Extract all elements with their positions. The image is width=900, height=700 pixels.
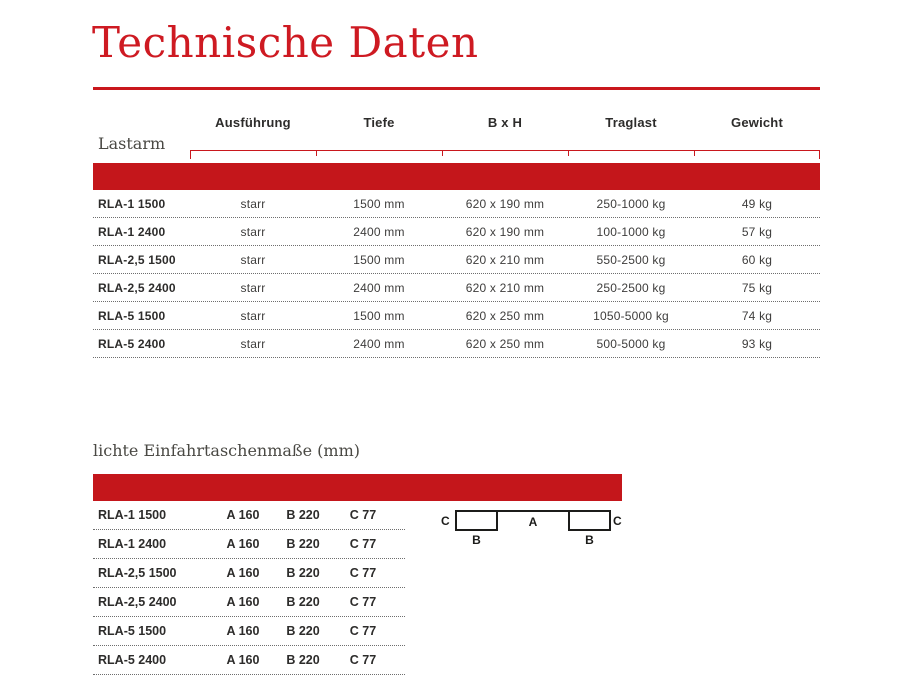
diagram-top-line [498, 510, 568, 512]
table2-red-band [93, 474, 622, 501]
cell-gewicht: 74 kg [741, 308, 773, 323]
table-row: RLA-2,5 2400 A 160 B 220 C 77 [93, 588, 405, 617]
column-header-ausfuehrung: Ausführung [215, 115, 291, 130]
cell-bxh: 620 x 190 mm [465, 224, 545, 239]
title-underline [93, 87, 820, 90]
cell-bxh: 620 x 210 mm [465, 280, 545, 295]
cell-ausfuehrung: starr [240, 280, 266, 295]
cell-traglast: 250-2500 kg [596, 280, 666, 295]
pocket-dimension-diagram: C A C B B [441, 507, 627, 551]
cell-b: B 220 [286, 653, 320, 667]
cell-ausfuehrung: starr [240, 196, 266, 211]
cell-traglast: 1050-5000 kg [593, 308, 669, 323]
cell-traglast: 500-5000 kg [596, 336, 666, 351]
table1-red-band [93, 163, 820, 190]
cell-bxh: 620 x 250 mm [465, 336, 545, 351]
cell-b: B 220 [286, 595, 320, 609]
cell-c: C 77 [349, 508, 377, 522]
column-header-traglast: Traglast [605, 115, 657, 130]
row-name: RLA-5 1500 [98, 624, 167, 638]
cell-tiefe: 2400 mm [353, 336, 405, 351]
cell-tiefe: 2400 mm [353, 224, 405, 239]
cell-ausfuehrung: starr [240, 308, 266, 323]
row-name: RLA-1 1500 [98, 508, 167, 522]
cell-b: B 220 [286, 624, 320, 638]
cell-bxh: 620 x 190 mm [465, 196, 545, 211]
column-header-tiefe: Tiefe [363, 115, 395, 130]
cell-b: B 220 [286, 508, 320, 522]
cell-ausfuehrung: starr [240, 336, 266, 351]
cell-tiefe: 2400 mm [353, 280, 405, 295]
diagram-label-b-right: B [585, 533, 594, 547]
cell-b: B 220 [286, 537, 320, 551]
cell-gewicht: 60 kg [741, 252, 773, 267]
row-name: RLA-5 2400 [98, 336, 166, 351]
cell-gewicht: 75 kg [741, 280, 773, 295]
row-header-lastarm: Lastarm [98, 134, 166, 153]
cell-bxh: 620 x 210 mm [465, 252, 545, 267]
row-name: RLA-2,5 2400 [98, 280, 176, 295]
section2-title: lichte Einfahrtaschenmaße (mm) [93, 441, 360, 460]
cell-c: C 77 [349, 566, 377, 580]
row-name: RLA-1 2400 [98, 537, 167, 551]
cell-gewicht: 57 kg [741, 224, 773, 239]
cell-a: A 160 [226, 537, 260, 551]
row-name: RLA-2,5 1500 [98, 252, 176, 267]
table-row: RLA-1 2400 A 160 B 220 C 77 [93, 530, 405, 559]
row-name: RLA-2,5 1500 [98, 566, 177, 580]
cell-tiefe: 1500 mm [353, 196, 405, 211]
cell-a: A 160 [226, 595, 260, 609]
cell-a: A 160 [226, 653, 260, 667]
cell-tiefe: 1500 mm [353, 252, 405, 267]
cell-a: A 160 [226, 624, 260, 638]
cell-a: A 160 [226, 566, 260, 580]
column-header-bxh: B x H [487, 115, 523, 130]
page-title: Technische Daten [92, 18, 479, 67]
table-row: RLA-2,5 1500 starr 1500 mm 620 x 210 mm … [93, 246, 820, 274]
table1: RLA-1 1500 starr 1500 mm 620 x 190 mm 25… [93, 190, 820, 358]
cell-c: C 77 [349, 653, 377, 667]
row-name: RLA-5 1500 [98, 308, 166, 323]
table-row: RLA-5 1500 A 160 B 220 C 77 [93, 617, 405, 646]
table-row: RLA-1 1500 starr 1500 mm 620 x 190 mm 25… [93, 190, 820, 218]
row-name: RLA-2,5 2400 [98, 595, 177, 609]
pocket-rect-right [568, 510, 611, 531]
pocket-rect-left [455, 510, 498, 531]
diagram-label-c-left: C [441, 514, 450, 528]
table-row: RLA-2,5 2400 starr 2400 mm 620 x 210 mm … [93, 274, 820, 302]
table-row: RLA-5 2400 A 160 B 220 C 77 [93, 646, 405, 675]
table-row: RLA-1 2400 starr 2400 mm 620 x 190 mm 10… [93, 218, 820, 246]
table1-header: Ausführung Tiefe B x H Traglast Gewicht … [93, 108, 820, 163]
cell-c: C 77 [349, 595, 377, 609]
table1-column-headers: Ausführung Tiefe B x H Traglast Gewicht [190, 115, 820, 130]
cell-tiefe: 1500 mm [353, 308, 405, 323]
diagram-label-c-right: C [613, 514, 622, 528]
table-row: RLA-5 1500 starr 1500 mm 620 x 250 mm 10… [93, 302, 820, 330]
table-row: RLA-2,5 1500 A 160 B 220 C 77 [93, 559, 405, 588]
cell-gewicht: 49 kg [741, 196, 773, 211]
diagram-label-a: A [528, 515, 538, 529]
cell-a: A 160 [226, 508, 260, 522]
row-name: RLA-1 2400 [98, 224, 166, 239]
column-header-gewicht: Gewicht [731, 115, 783, 130]
column-bracket [190, 150, 820, 159]
cell-bxh: 620 x 250 mm [465, 308, 545, 323]
cell-ausfuehrung: starr [240, 252, 266, 267]
cell-traglast: 100-1000 kg [596, 224, 666, 239]
table2: RLA-1 1500 A 160 B 220 C 77 RLA-1 2400 A… [93, 501, 405, 675]
table-row: RLA-1 1500 A 160 B 220 C 77 [93, 501, 405, 530]
row-name: RLA-1 1500 [98, 196, 166, 211]
diagram-label-b-left: B [472, 533, 481, 547]
cell-traglast: 550-2500 kg [596, 252, 666, 267]
cell-traglast: 250-1000 kg [596, 196, 666, 211]
cell-gewicht: 93 kg [741, 336, 773, 351]
cell-ausfuehrung: starr [240, 224, 266, 239]
cell-b: B 220 [286, 566, 320, 580]
table-row: RLA-5 2400 starr 2400 mm 620 x 250 mm 50… [93, 330, 820, 358]
cell-c: C 77 [349, 537, 377, 551]
cell-c: C 77 [349, 624, 377, 638]
row-name: RLA-5 2400 [98, 653, 167, 667]
